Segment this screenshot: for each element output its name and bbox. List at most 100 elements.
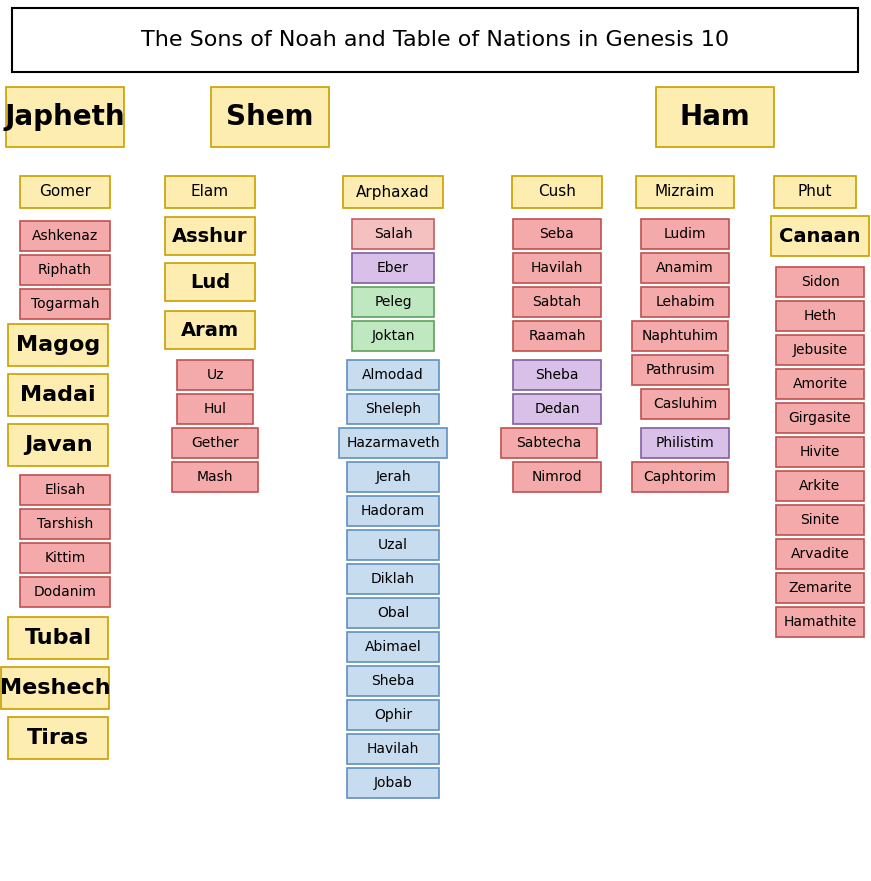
Bar: [512, 176, 602, 208]
Text: Hul: Hul: [204, 402, 226, 416]
Bar: [20, 255, 110, 285]
Text: Tarshish: Tarshish: [37, 517, 93, 531]
Bar: [177, 360, 253, 390]
Bar: [20, 577, 110, 607]
Bar: [20, 509, 110, 539]
Bar: [347, 700, 439, 730]
Text: Riphath: Riphath: [38, 263, 92, 277]
Bar: [8, 717, 108, 759]
Text: Seba: Seba: [540, 227, 574, 241]
Bar: [641, 287, 729, 317]
Text: Ophir: Ophir: [374, 708, 412, 722]
Text: Arphaxad: Arphaxad: [356, 184, 429, 199]
Text: Obal: Obal: [377, 606, 409, 620]
Text: Raamah: Raamah: [528, 329, 586, 343]
Text: Hadoram: Hadoram: [361, 504, 425, 518]
Text: Salah: Salah: [374, 227, 412, 241]
Bar: [641, 253, 729, 283]
Text: Dodanim: Dodanim: [34, 585, 97, 599]
Bar: [347, 462, 439, 492]
Text: Jerah: Jerah: [375, 470, 411, 484]
Bar: [347, 768, 439, 798]
Text: Sabtah: Sabtah: [532, 295, 582, 309]
Bar: [347, 734, 439, 764]
Text: Ham: Ham: [679, 103, 751, 131]
Text: Togarmah: Togarmah: [30, 297, 99, 311]
Text: Elisah: Elisah: [44, 483, 85, 497]
Bar: [165, 263, 255, 301]
Text: Ashkenaz: Ashkenaz: [32, 229, 98, 243]
Text: Mash: Mash: [197, 470, 233, 484]
Bar: [8, 617, 108, 659]
Bar: [641, 428, 729, 458]
Bar: [347, 394, 439, 424]
Text: Jobab: Jobab: [374, 776, 413, 790]
Bar: [347, 632, 439, 662]
Bar: [501, 428, 597, 458]
Text: Sheleph: Sheleph: [365, 402, 421, 416]
Bar: [632, 321, 728, 351]
Bar: [513, 253, 601, 283]
Bar: [776, 607, 864, 637]
Bar: [165, 311, 255, 349]
Text: Eber: Eber: [377, 261, 409, 275]
Bar: [636, 176, 734, 208]
Text: Abimael: Abimael: [365, 640, 422, 654]
Bar: [656, 87, 774, 147]
Bar: [343, 176, 443, 208]
Text: Phut: Phut: [798, 184, 833, 199]
Bar: [513, 287, 601, 317]
Text: Almodad: Almodad: [362, 368, 424, 382]
Bar: [211, 87, 329, 147]
Bar: [776, 471, 864, 501]
Bar: [776, 505, 864, 535]
Text: Zemarite: Zemarite: [788, 581, 852, 595]
Text: Caphtorim: Caphtorim: [644, 470, 717, 484]
Text: Havilah: Havilah: [530, 261, 584, 275]
Text: Diklah: Diklah: [371, 572, 415, 586]
Text: Dedan: Dedan: [534, 402, 580, 416]
Bar: [632, 355, 728, 385]
Bar: [172, 428, 258, 458]
Text: Amorite: Amorite: [793, 377, 847, 391]
Text: Magog: Magog: [16, 335, 100, 355]
Bar: [641, 219, 729, 249]
Text: Mizraim: Mizraim: [655, 184, 715, 199]
Text: Anamim: Anamim: [656, 261, 714, 275]
Text: Philistim: Philistim: [656, 436, 714, 450]
Text: Gomer: Gomer: [39, 184, 91, 199]
Bar: [513, 394, 601, 424]
Bar: [513, 219, 601, 249]
Bar: [8, 374, 108, 416]
Bar: [513, 321, 601, 351]
Text: Lehabim: Lehabim: [655, 295, 715, 309]
Bar: [165, 176, 255, 208]
Text: Arkite: Arkite: [800, 479, 841, 493]
Bar: [352, 321, 434, 351]
Bar: [8, 424, 108, 466]
Text: Hamathite: Hamathite: [783, 615, 856, 629]
Bar: [8, 324, 108, 366]
Bar: [776, 267, 864, 297]
Text: Ludim: Ludim: [664, 227, 706, 241]
Text: Heth: Heth: [803, 309, 836, 323]
Text: Uz: Uz: [206, 368, 224, 382]
Text: Havilah: Havilah: [367, 742, 419, 756]
Bar: [347, 496, 439, 526]
Bar: [776, 301, 864, 331]
Text: Japheth: Japheth: [4, 103, 125, 131]
Text: Lud: Lud: [190, 272, 230, 292]
Bar: [776, 335, 864, 365]
Bar: [177, 394, 253, 424]
Text: Arvadite: Arvadite: [791, 547, 849, 561]
Bar: [20, 289, 110, 319]
Bar: [20, 221, 110, 251]
Text: Elam: Elam: [191, 184, 229, 199]
Bar: [771, 216, 869, 256]
Bar: [513, 360, 601, 390]
Text: Pathrusim: Pathrusim: [645, 363, 715, 377]
Text: Jebusite: Jebusite: [793, 343, 847, 357]
Text: Joktan: Joktan: [371, 329, 415, 343]
Bar: [776, 437, 864, 467]
Text: Girgasite: Girgasite: [788, 411, 851, 425]
